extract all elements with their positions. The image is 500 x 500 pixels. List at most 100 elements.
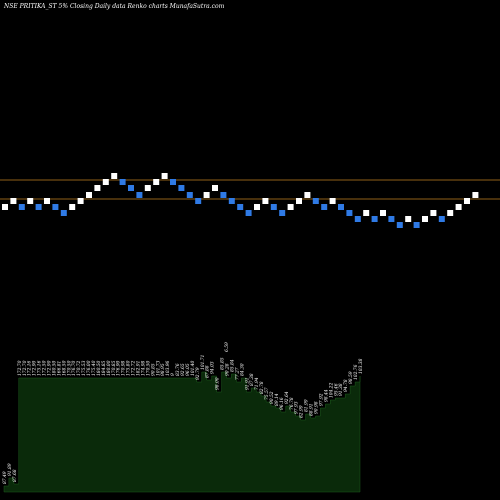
renko-brick-up <box>287 204 294 210</box>
renko-brick-down <box>270 204 277 210</box>
volume-label: 98.00 <box>216 377 221 390</box>
renko-brick-up <box>102 179 109 185</box>
volume-label: 82.78 <box>260 381 265 394</box>
volume-area <box>3 371 361 493</box>
volume-label: 172.50 <box>43 360 48 376</box>
renko-bricks <box>2 173 479 228</box>
renko-brick-up <box>472 192 479 198</box>
renko-brick-down <box>228 198 235 204</box>
volume-label: 172.72 <box>132 360 137 376</box>
volume-label: 97.92 <box>319 393 324 406</box>
renko-brick-down <box>388 216 395 222</box>
renko-brick-up <box>111 173 118 179</box>
volume-label: 180.50 <box>97 360 102 376</box>
volume-label: 102.76 <box>354 364 359 380</box>
volume-label: 176.70 <box>72 360 77 376</box>
volume-label: 170.50 <box>67 360 72 376</box>
volume-label: 172.70 <box>18 360 23 376</box>
renko-brick-up <box>304 192 311 198</box>
volume-label: 82.99 <box>300 405 305 418</box>
renko-brick-down <box>321 204 328 210</box>
renko-brick-down <box>60 210 67 216</box>
renko-brick-up <box>262 198 269 204</box>
renko-brick-down <box>438 216 445 222</box>
volume-label: 184.85 <box>102 360 107 376</box>
renko-brick-up <box>380 210 386 216</box>
volume-label: 103.96 <box>166 360 171 376</box>
volume-label: 88.91 <box>310 403 315 416</box>
renko-brick-up <box>296 198 302 204</box>
volume-label: 180.00 <box>107 360 112 376</box>
volume-label: 96.16 <box>280 397 285 410</box>
volume-label: 87.88 <box>206 365 211 378</box>
volume-label: 175.80 <box>127 360 132 376</box>
renko-brick-down <box>245 210 252 216</box>
volume-label: 103.38 <box>359 358 364 374</box>
renko-brick-down <box>52 204 59 210</box>
volume-label: 166.81 <box>57 361 62 376</box>
chart-title: NSE PRITIKA_ST 5% Closing Daily data Ren… <box>3 3 225 10</box>
renko-brick-up <box>329 198 336 204</box>
renko-brick-up <box>254 204 260 210</box>
volume-fill <box>3 371 361 493</box>
renko-brick-down <box>338 204 344 210</box>
volume-label: 92.65 <box>181 363 186 376</box>
volume-label: 94.03 <box>211 361 216 374</box>
renko-brick-up <box>2 204 8 210</box>
renko-brick-down <box>237 204 244 210</box>
volume-label: 172.70 <box>23 360 28 376</box>
volume-label: 91.89 <box>8 463 13 476</box>
volume-label: 170.98 <box>122 360 127 376</box>
volume-label: 85.85 <box>221 357 226 370</box>
volume-label: 87.38 <box>250 373 255 386</box>
volume-label: 101.71 <box>201 355 206 370</box>
volume-label: 84.30 <box>240 363 245 376</box>
volume-label: 83.76 <box>176 363 181 376</box>
renko-brick-up <box>212 185 218 191</box>
renko-brick-down <box>178 185 185 191</box>
renko-brick-up <box>422 216 428 222</box>
renko-brick-up <box>405 216 412 222</box>
volume-label: 172.90 <box>33 360 38 376</box>
renko-brick-up <box>153 179 160 185</box>
volume-label: 101.73 <box>156 360 161 376</box>
renko-brick-down <box>186 192 193 198</box>
volume-label: 104.22 <box>329 382 334 398</box>
renko-brick-up <box>86 192 92 198</box>
renko-brick-up <box>430 210 437 216</box>
renko-brick-down <box>119 179 126 185</box>
volume-label: 175.16 <box>38 360 43 376</box>
volume-label-extra: 6.59 <box>225 342 230 352</box>
volume-label: 97.93 <box>295 401 300 414</box>
volume-label: 174.98 <box>141 360 146 376</box>
renko-brick-down <box>35 204 42 210</box>
volume-label: 87.49 <box>3 471 8 484</box>
renko-brick-down <box>413 222 420 228</box>
renko-brick-down <box>220 192 227 198</box>
renko-brick-up <box>203 192 210 198</box>
renko-brick-down <box>128 185 134 191</box>
volume-label: 9 <box>171 373 176 376</box>
volume-label: 95.46 <box>334 383 339 396</box>
volume-label: 168.50 <box>62 360 67 376</box>
renko-brick-down <box>312 198 319 204</box>
volume-label: 90.85 <box>151 363 156 376</box>
renko-brick-up <box>363 210 370 216</box>
volume-label: 94.78 <box>344 379 349 392</box>
renko-brick-down <box>396 222 403 228</box>
volume-label: 170.85 <box>112 360 117 376</box>
volume-label: 91.38 <box>339 383 344 396</box>
volume-label: 172.90 <box>48 360 53 376</box>
volume-label: 175.53 <box>82 360 87 376</box>
volume-label: 87.68 <box>13 469 18 482</box>
volume-label: 91.91 <box>245 377 250 390</box>
renko-brick-down <box>279 210 286 216</box>
volume-label: 71.94 <box>255 377 260 390</box>
renko-brick-down <box>371 216 378 222</box>
volume-label: 98.95 <box>161 363 166 376</box>
volume-label: 89.14 <box>275 393 280 406</box>
renko-brick-up <box>144 185 151 191</box>
volume-label: 176.90 <box>117 360 122 376</box>
volume-label: 101.40 <box>191 360 196 376</box>
